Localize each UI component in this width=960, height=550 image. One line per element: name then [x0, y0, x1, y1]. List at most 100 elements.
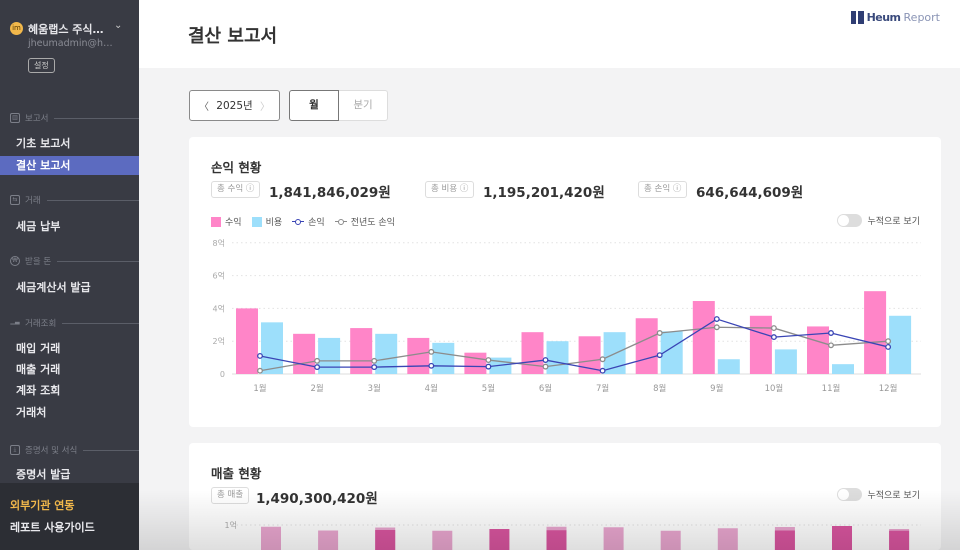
page-header: 결산 보고서 Heum Report [139, 0, 960, 68]
sidebar-footer: 외부기관 연동 레포트 사용가이드 [0, 483, 139, 550]
tab-quarter[interactable]: 분기 [339, 90, 388, 121]
line-profit [259, 318, 889, 372]
account-email: jheumadmin@h… [28, 38, 113, 49]
brand-logo: Heum Report [850, 11, 940, 24]
total-sales-label[interactable]: 총 매출 [211, 487, 250, 504]
point-profit [428, 362, 435, 369]
toggle-switch[interactable] [837, 488, 863, 501]
total-cost-label[interactable]: 총 비용 ⓘ [425, 181, 475, 198]
year-selector: 〈 2025년 〉 [189, 90, 280, 121]
y-tick-label: 2억 [213, 336, 225, 346]
y-tick-label: 6억 [213, 271, 225, 281]
chevron-down-icon[interactable]: ⌄ [114, 20, 123, 31]
bar-revenue [464, 352, 487, 374]
bar-revenue [692, 301, 715, 374]
total-revenue-label[interactable]: 총 수익 ⓘ [211, 181, 261, 198]
bar-revenue [807, 326, 829, 374]
total-profit-value: 646,644,609원 [696, 185, 804, 201]
point-profit [599, 367, 606, 374]
bar-cost [375, 333, 398, 374]
settings-button[interactable]: 설정 [28, 58, 55, 73]
toggle-switch[interactable] [837, 214, 863, 227]
won-coin-icon: ₩ [10, 256, 20, 266]
chart-icon: ▥ [10, 113, 20, 123]
x-tick-label: 1월 [253, 383, 266, 394]
y-tick-label: 1억 [225, 520, 237, 530]
section-label: 받을 돈 [25, 257, 52, 267]
bar-cost [318, 337, 341, 374]
section-label: 보고서 [25, 114, 49, 124]
section-receivables: ₩ 받을 돈 [10, 255, 139, 267]
sidebar-item-tax-invoice[interactable]: 세금계산서 발급 [16, 281, 91, 294]
total-profit-label[interactable]: 총 손익 ⓘ [638, 181, 688, 198]
tab-month[interactable]: 월 [289, 90, 339, 121]
company-name: 혜움랩스 주식… [28, 23, 104, 36]
point-profit [770, 334, 777, 341]
point-prev-profit [656, 330, 663, 336]
integration-link[interactable]: 외부기관 연동 [10, 499, 75, 512]
point-profit [542, 357, 549, 364]
bar-revenue [350, 328, 373, 374]
card-title: 매출 현황 [211, 466, 262, 481]
x-tick-label: 3월 [368, 383, 381, 394]
heumreport-logo-icon [850, 11, 864, 24]
bar-sales-dark [375, 530, 396, 550]
total-cost-value: 1,195,201,420원 [483, 185, 605, 201]
point-prev-profit [542, 363, 549, 370]
total-sales-value: 1,490,300,420원 [256, 491, 378, 507]
bar-trend-icon: ▁▃ [10, 318, 20, 325]
prev-year-button[interactable]: 〈 [199, 102, 209, 113]
legend-profit[interactable]: 손익 [292, 215, 325, 228]
total-revenue-value: 1,841,846,029원 [269, 185, 391, 201]
point-profit [828, 330, 834, 336]
sidebar-item-sales[interactable]: 매출 거래 [16, 363, 61, 376]
point-profit [656, 352, 663, 359]
cumulative-toggle[interactable]: 누적으로 보기 [837, 488, 920, 501]
card-title: 손익 현황 [211, 160, 262, 175]
sidebar-item-accounts[interactable]: 계좌 조회 [16, 384, 61, 397]
section-label: 거래조회 [25, 319, 57, 329]
sidebar-item-purchases[interactable]: 매입 거래 [16, 342, 61, 355]
legend-revenue[interactable]: 수익 [211, 215, 242, 228]
download-doc-icon: ⤓ [10, 445, 20, 455]
bar-cost [660, 331, 683, 374]
point-prev-profit [257, 367, 263, 374]
user-guide-link[interactable]: 레포트 사용가이드 [10, 521, 95, 534]
chart-legend: 수익 비용 손익 전년도 손익 [211, 215, 395, 228]
toggle-label: 누적으로 보기 [867, 491, 920, 501]
sidebar-item-closing-report[interactable]: 결산 보고서 [0, 156, 139, 175]
sidebar-item-tax-payment[interactable]: 세금 납부 [16, 220, 61, 233]
section-transactions: ⇆ 거래 [10, 194, 139, 206]
point-prev-profit [770, 325, 777, 332]
bar-revenue [635, 318, 658, 374]
point-prev-profit [428, 348, 435, 355]
sidebar-item-certificate-issue[interactable]: 증명서 발급 [16, 468, 71, 481]
bar-cost [546, 341, 569, 374]
bar-revenue [864, 291, 887, 374]
sales-chart: 1억 [225, 520, 921, 550]
bar-sales-dark [832, 526, 852, 550]
legend-prev-profit[interactable]: 전년도 손익 [334, 215, 395, 228]
cumulative-toggle[interactable]: 누적으로 보기 [837, 214, 920, 227]
x-tick-label: 2월 [310, 383, 323, 394]
x-tick-label: 11월 [822, 383, 841, 394]
bar-revenue [749, 315, 772, 374]
y-tick-label: 0 [220, 370, 225, 379]
sidebar-item-vendors[interactable]: 거래처 [16, 406, 47, 419]
x-tick-label: 7월 [596, 383, 609, 394]
y-tick-label: 4억 [213, 303, 225, 313]
legend-cost[interactable]: 비용 [251, 215, 282, 228]
bar-cost [889, 315, 912, 374]
section-label: 증명서 및 서식 [25, 446, 78, 456]
point-prev-profit [599, 356, 606, 363]
x-tick-label: 9월 [710, 383, 723, 394]
bar-sales-light [318, 530, 339, 550]
bar-revenue [293, 333, 316, 374]
bar-revenue [236, 308, 258, 374]
bar-sales-light [660, 530, 681, 550]
bar-sales-dark [774, 530, 795, 550]
point-prev-profit [885, 338, 892, 345]
next-year-button[interactable]: 〉 [259, 102, 270, 113]
brand-light: Report [903, 11, 940, 24]
sidebar-item-basic-report[interactable]: 기초 보고서 [16, 137, 71, 150]
